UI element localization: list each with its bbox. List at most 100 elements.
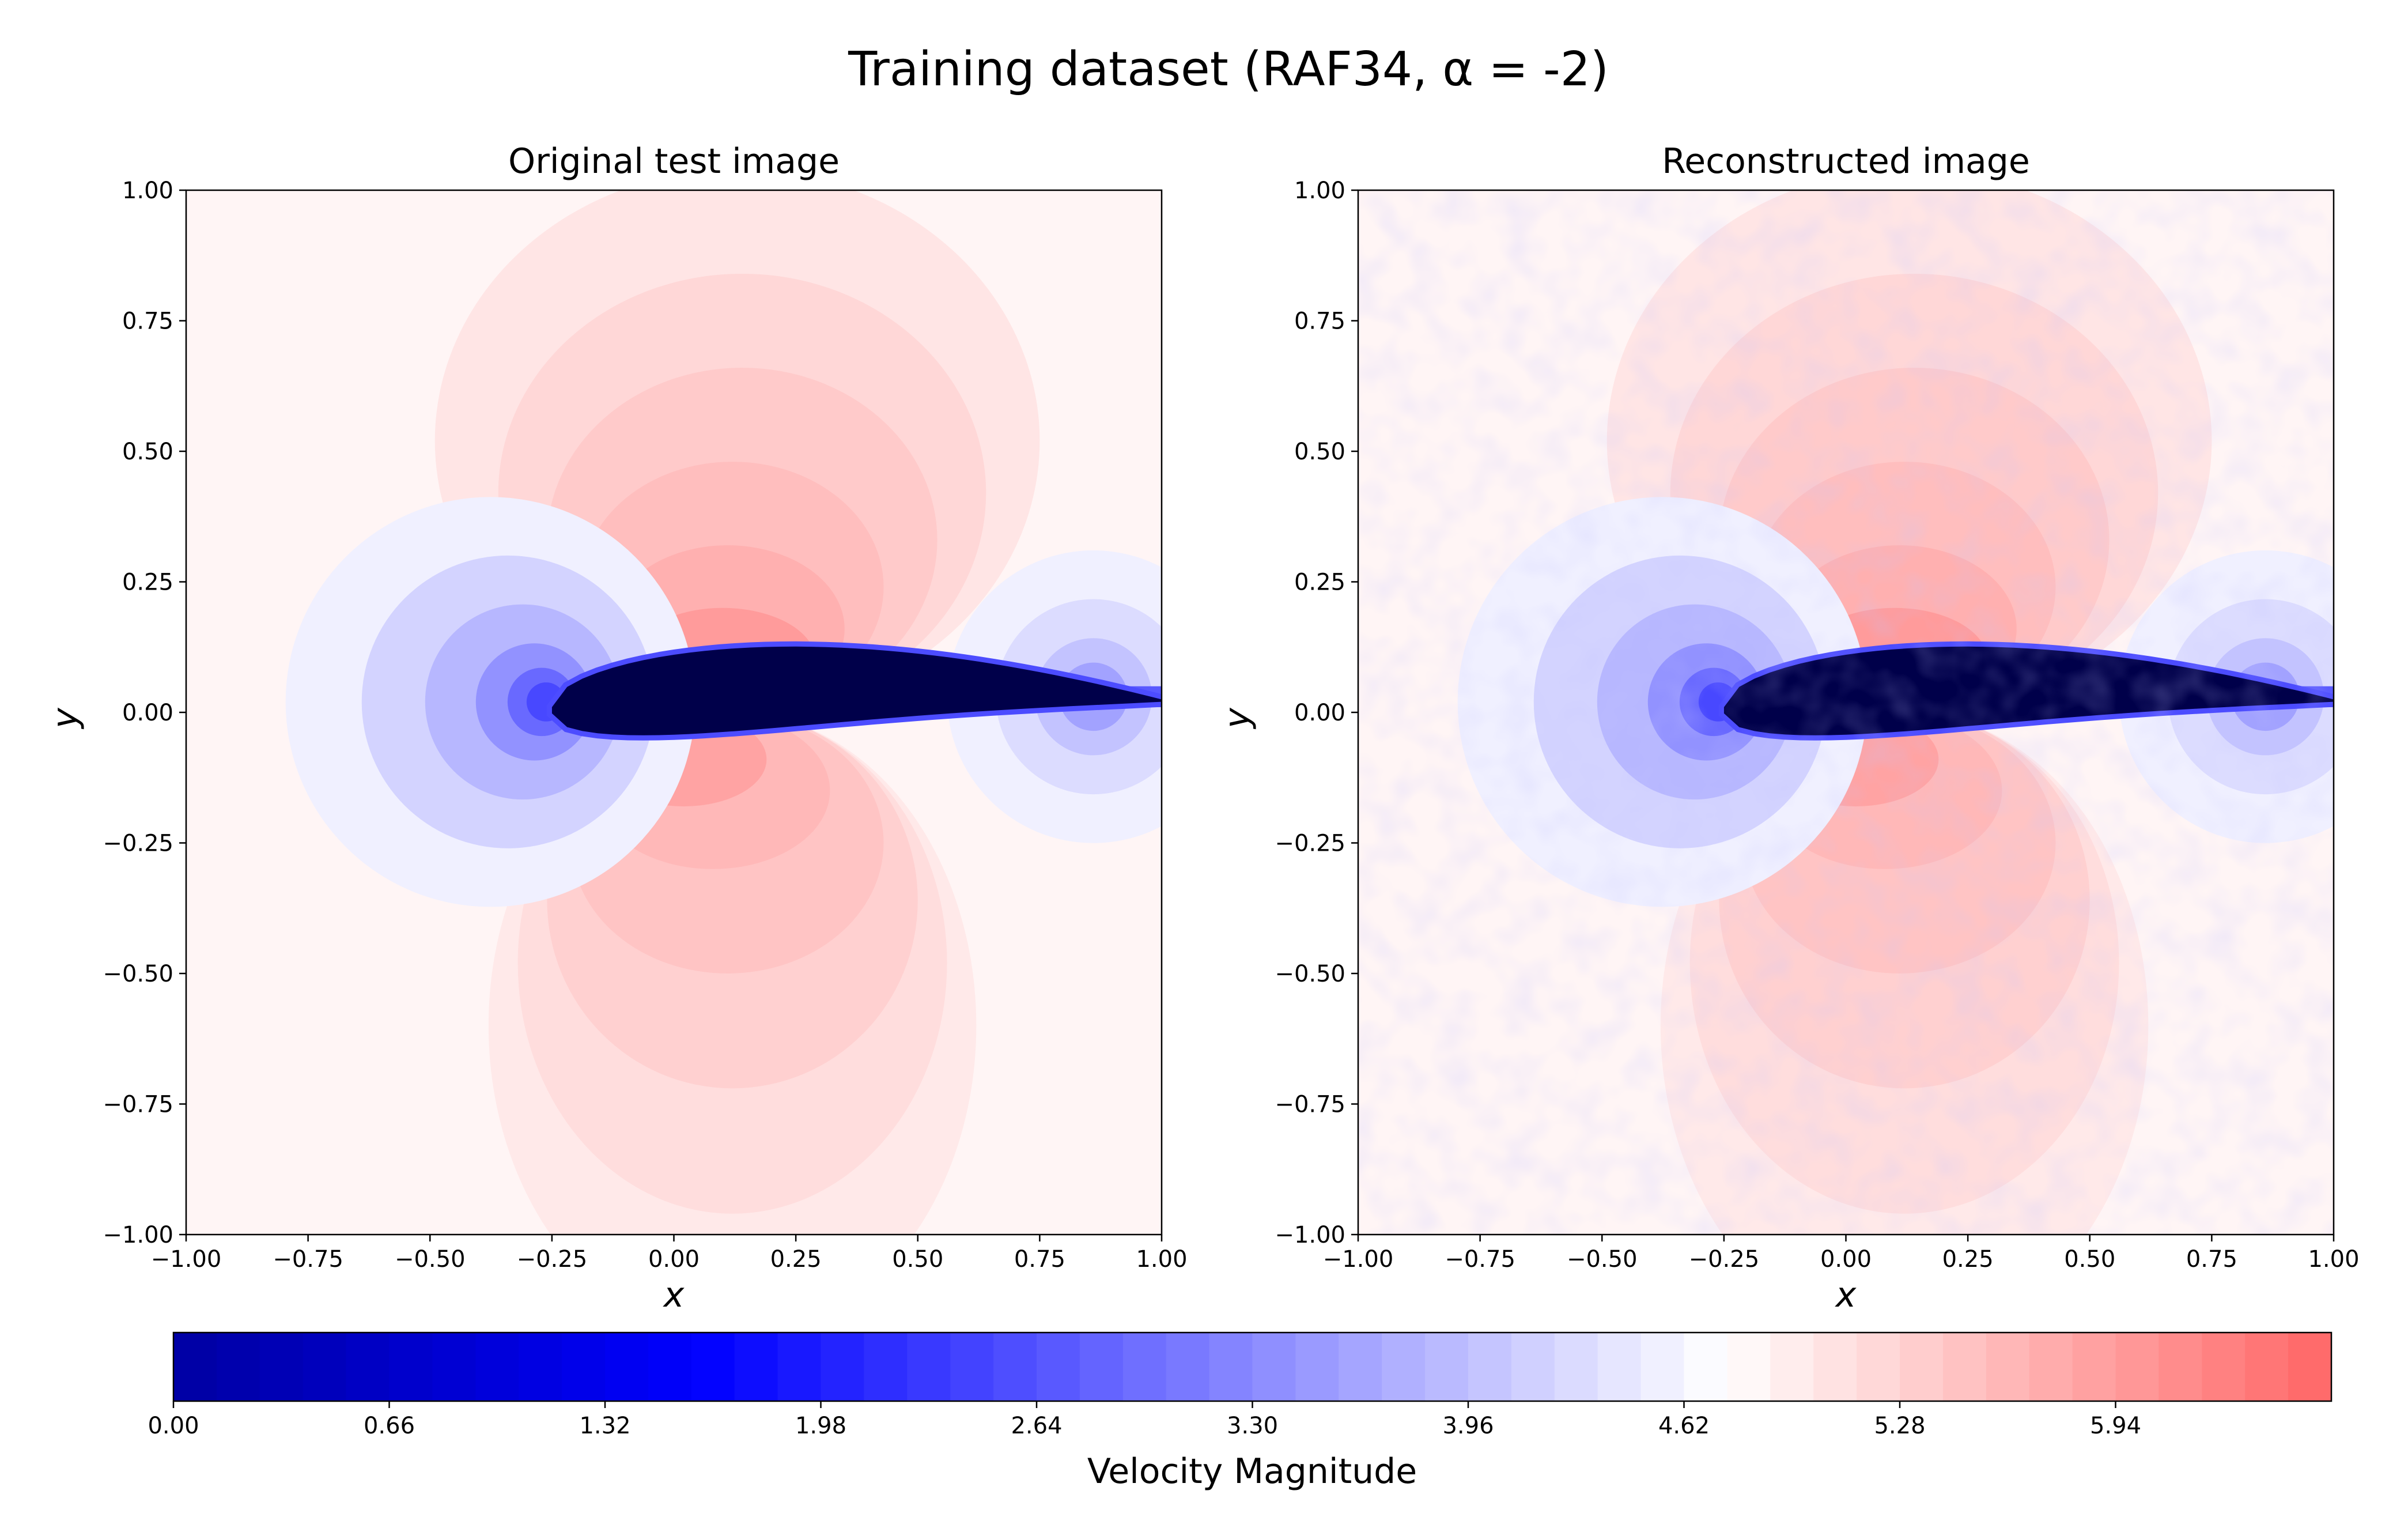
figure-title: Training dataset (RAF34, α = -2) [848,42,1609,97]
colorbar-level [1770,1333,1814,1401]
colorbar-level [1166,1333,1210,1401]
colorbar-level [1295,1333,1340,1401]
colorbar-level [734,1333,778,1401]
colorbar-level [1942,1333,1987,1401]
colorbar-tick-label: 2.64 [1011,1413,1062,1439]
colorbar-level [1468,1333,1512,1401]
colorbar-tick-label: 3.96 [1442,1413,1494,1439]
colorbar-level [821,1333,865,1401]
panel-reconstructed: −1.00 −0.75 −0.50 −0.25 0.00 0.25 0.50 0.75 1.00… [1217,141,2360,1315]
y-tick-label: 0.00 [1294,700,1345,726]
y-tick-label: 1.00 [1294,178,1345,204]
y-axis-label: y [45,707,85,730]
colorbar-tick-label: 1.98 [795,1413,846,1439]
colorbar-level [1511,1333,1555,1401]
velocity-field [186,190,1162,1235]
x-tick-label: 1.00 [1136,1246,1187,1273]
colorbar-tick-label: 5.94 [2090,1413,2141,1439]
colorbar-level [2072,1333,2116,1401]
x-tick-label: 0.00 [1820,1246,1872,1273]
y-tick-label: 1.00 [122,178,173,204]
colorbar-level [1122,1333,1167,1401]
y-tick-label: −0.25 [1275,831,1345,857]
colorbar-level [2029,1333,2073,1401]
colorbar-level [1813,1333,1858,1401]
colorbar-tick-label: 5.28 [1874,1413,1925,1439]
colorbar-level [2158,1333,2203,1401]
colorbar-level [1382,1333,1426,1401]
x-tick-label: −0.75 [273,1246,343,1273]
y-tick-label: −0.25 [103,831,173,857]
y-tick-label: 0.00 [122,700,173,726]
colorbar-label: Velocity Magnitude [1087,1451,1417,1492]
x-tick-label: 0.75 [2186,1246,2237,1273]
colorbar-tick-label: 1.32 [579,1413,630,1439]
colorbar-level [648,1333,692,1401]
y-tick-label: 0.50 [122,439,173,465]
colorbar-level [864,1333,908,1401]
colorbar-level [1209,1333,1253,1401]
colorbar: 0.00 0.66 1.32 1.98 2.64 3.30 3.96 4.62 5.28 5.94 [148,1331,2333,1439]
colorbar-tick-label: 4.62 [1658,1413,1710,1439]
x-tick-label: 0.00 [648,1246,700,1273]
colorbar-level [475,1333,520,1401]
colorbar-level [1079,1333,1124,1401]
x-tick-label: −0.50 [395,1246,466,1273]
colorbar-level [1339,1333,1383,1401]
colorbar-level [1425,1333,1469,1401]
colorbar-level [2115,1333,2160,1401]
colorbar-level [950,1333,995,1401]
y-tick-label: 0.25 [122,569,173,596]
colorbar-level [1900,1333,1944,1401]
y-axis-label: y [1217,707,1257,730]
colorbar-tick-label: 3.30 [1227,1413,1278,1439]
colorbar-level [562,1333,606,1401]
colorbar-level [173,1333,217,1401]
y-tick-label: −1.00 [1275,1222,1345,1248]
y-tick-label: −1.00 [103,1222,173,1248]
y-tick-label: 0.50 [1294,439,1345,465]
colorbar-level [259,1333,304,1401]
x-axis-label: x [1835,1275,1857,1315]
x-tick-label: −0.25 [517,1246,588,1273]
reconstruction-noise [1358,190,2334,1235]
colorbar-level [2245,1333,2289,1401]
x-tick-label: 0.50 [892,1246,943,1273]
colorbar-level [691,1333,735,1401]
y-tick-label: 0.25 [1294,569,1345,596]
colorbar-level [993,1333,1037,1401]
colorbar-level [519,1333,563,1401]
colorbar-tick-label: 0.00 [148,1413,199,1439]
y-tick-label: −0.50 [1275,961,1345,987]
panel-title: Original test image [508,141,840,182]
x-tick-label: −0.50 [1567,1246,1638,1273]
colorbar-level [907,1333,951,1401]
colorbar-level [2288,1333,2332,1401]
colorbar-level [303,1333,347,1401]
colorbar-level [1554,1333,1598,1401]
y-tick-label: −0.75 [1275,1092,1345,1118]
y-tick-label: 0.75 [1294,308,1345,335]
colorbar-level [2202,1333,2246,1401]
colorbar-level [216,1333,260,1401]
colorbar-level [1986,1333,2030,1401]
colorbar-level [1684,1333,1728,1401]
panel-original: −1.00 −0.75 −0.50 −0.25 0.00 0.25 0.50 0.75 1.00… [45,141,1188,1315]
panel-title: Reconstructed image [1662,141,2030,182]
colorbar-level [1597,1333,1642,1401]
colorbar-level [605,1333,649,1401]
colorbar-level [389,1333,433,1401]
colorbar-level [1727,1333,1771,1401]
x-tick-label: −0.25 [1689,1246,1760,1273]
colorbar-level [1037,1333,1080,1401]
y-tick-label: −0.50 [103,961,173,987]
colorbar-level [432,1333,477,1401]
colorbar-level [777,1333,822,1401]
colorbar-level [1252,1333,1296,1401]
x-tick-label: 0.25 [1942,1246,1994,1273]
y-tick-label: 0.75 [122,308,173,335]
velocity-field [1358,190,2334,1235]
airfoil-body [551,646,1162,735]
y-tick-label: −0.75 [103,1092,173,1118]
